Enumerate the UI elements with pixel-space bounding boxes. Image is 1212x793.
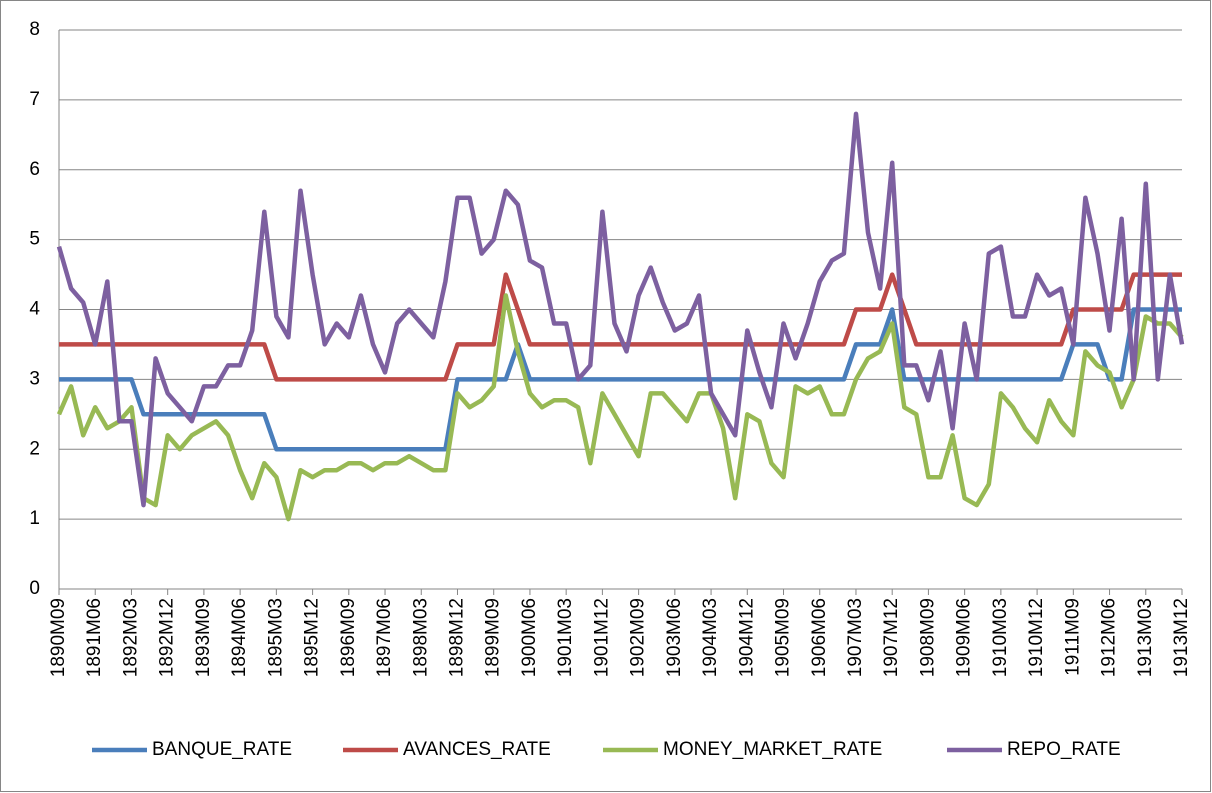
x-tick-label: 1907M12 — [881, 598, 902, 677]
x-tick-label: 1908M09 — [917, 598, 938, 677]
x-tick-label: 1911M09 — [1062, 598, 1083, 676]
x-tick-label: 1899M09 — [483, 598, 504, 677]
x-tick-label: 1895M03 — [265, 598, 286, 677]
x-tick-label: 1898M12 — [446, 598, 467, 677]
x-tick-label: 1905M09 — [773, 598, 794, 677]
series-line — [56, 111, 1185, 508]
x-tick-label: 1898M03 — [410, 598, 431, 677]
y-tick-label: 1 — [29, 508, 40, 529]
y-tick-label: 8 — [29, 19, 40, 40]
x-tick-label: 1892M03 — [120, 598, 141, 677]
x-tick-label: 1892M12 — [157, 598, 178, 677]
x-tick-label: 1904M12 — [736, 598, 757, 677]
x-tick-label: 1901M03 — [555, 598, 576, 677]
x-tick-label: 1897M06 — [374, 598, 395, 677]
x-tick-label: 1891M06 — [84, 598, 105, 677]
x-tick-label: 1912M06 — [1099, 598, 1120, 677]
x-tick-label: 1900M06 — [519, 598, 540, 677]
x-tick-label: 1895M12 — [302, 598, 323, 677]
y-tick-label: 5 — [29, 229, 40, 250]
x-tick-label: 1907M03 — [845, 598, 866, 677]
x-tick-label: 1909M06 — [954, 598, 975, 677]
legend-label: MONEY_MARKET_RATE — [663, 739, 882, 760]
x-tick-label: 1910M03 — [990, 598, 1011, 677]
y-tick-label: 6 — [29, 159, 40, 180]
y-tick-label: 0 — [29, 578, 40, 599]
y-tick-label: 4 — [29, 299, 40, 320]
x-tick-label: 1894M06 — [229, 598, 250, 677]
x-tick-label: 1906M06 — [809, 598, 830, 677]
x-tick-label: 1913M03 — [1135, 598, 1156, 677]
series-line — [56, 293, 1184, 522]
legend-label: BANQUE_RATE — [152, 739, 292, 760]
x-tick-label: 1901M12 — [591, 598, 612, 677]
x-tick-label: 1902M09 — [628, 598, 649, 677]
y-tick-label: 3 — [29, 368, 40, 389]
x-tick-label: 1896M09 — [338, 598, 359, 677]
y-tick-label: 2 — [29, 438, 40, 459]
x-tick-label: 1910M12 — [1026, 598, 1047, 677]
series-line — [59, 307, 1182, 452]
legend-label: REPO_RATE — [1007, 739, 1121, 760]
x-tick-label: 1904M03 — [700, 598, 721, 677]
legend-label: AVANCES_RATE — [403, 739, 551, 760]
x-tick-label: 1913M12 — [1171, 598, 1192, 677]
y-tick-label: 7 — [29, 89, 40, 110]
x-tick-label: 1890M09 — [48, 598, 69, 677]
x-tick-label: 1893M09 — [193, 598, 214, 677]
x-tick-label: 1903M06 — [664, 598, 685, 677]
